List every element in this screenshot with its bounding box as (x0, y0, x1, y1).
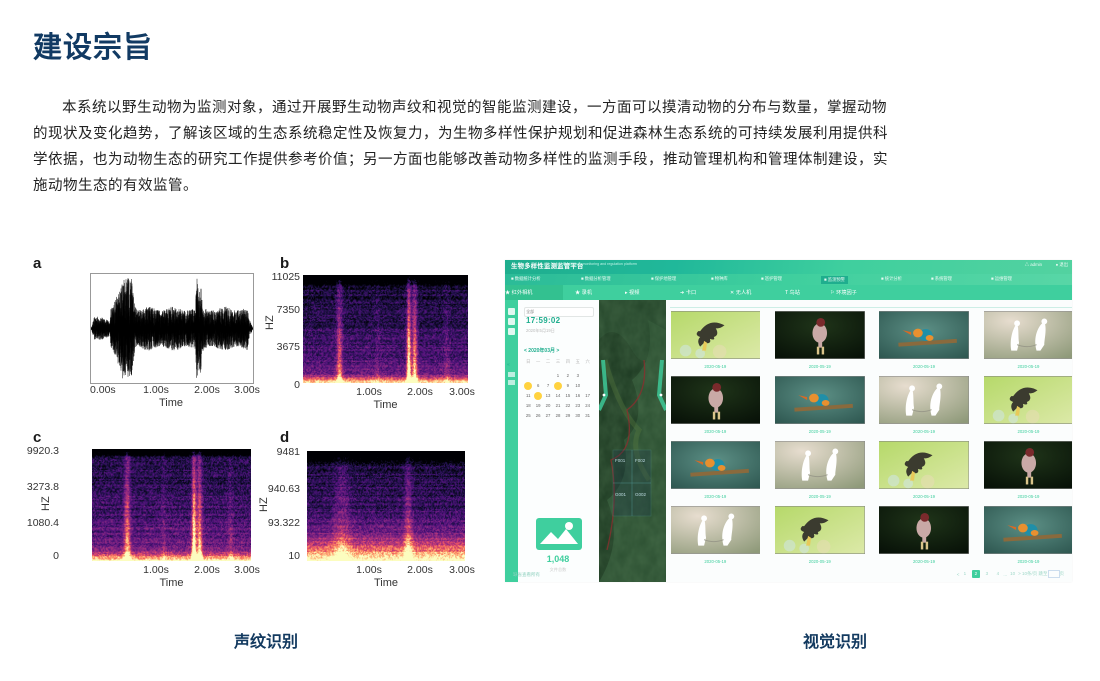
svg-text:F002: F002 (635, 458, 646, 463)
svg-text:G001: G001 (615, 492, 627, 497)
svg-text:G002: G002 (635, 492, 647, 497)
svg-text:F001: F001 (615, 458, 626, 463)
